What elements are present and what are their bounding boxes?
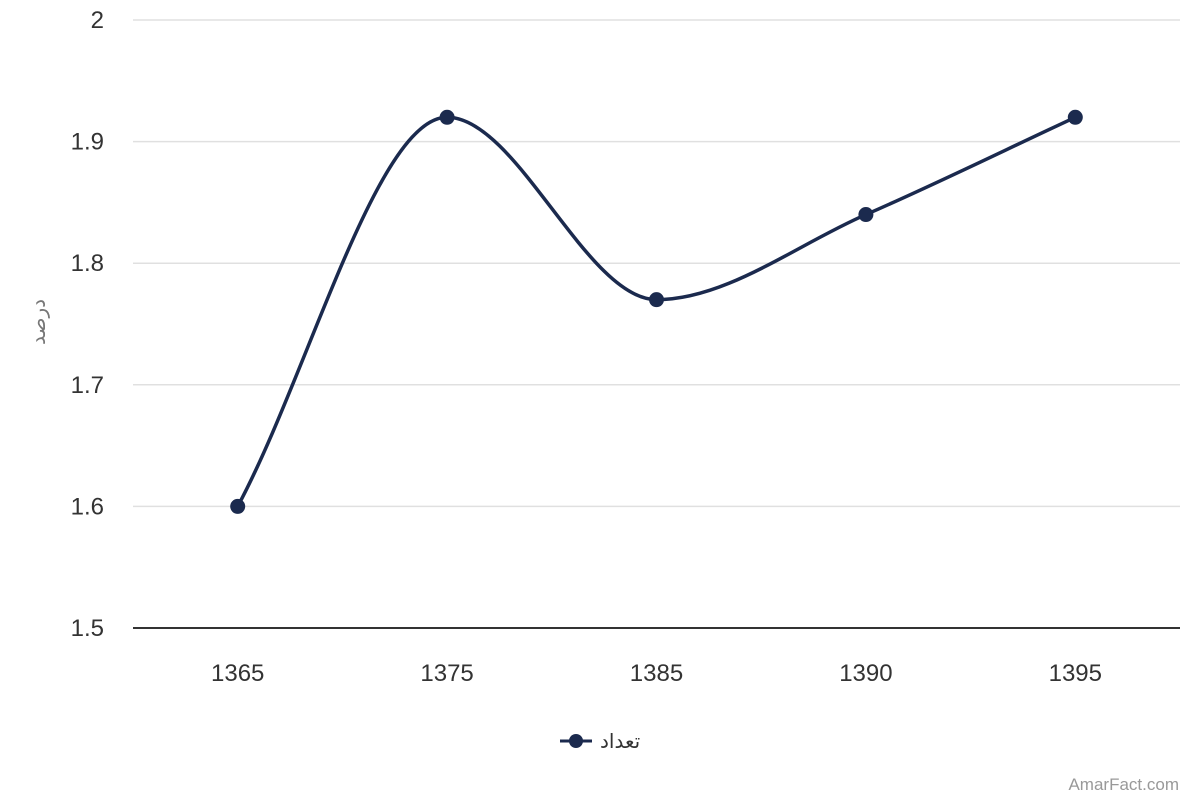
x-tick-label: 1385 [630, 660, 683, 687]
y-tick-label: 1.5 [71, 615, 104, 642]
y-tick-label: 1.8 [71, 250, 104, 277]
x-tick-label: 1375 [420, 660, 473, 687]
data-point[interactable] [649, 292, 664, 308]
y-axis-label: درصد [26, 299, 50, 345]
x-axis: 1365 1375 1385 1390 1395 [133, 627, 1180, 687]
y-tick-label: 2 [91, 7, 104, 34]
legend-marker-icon [569, 734, 583, 748]
data-point[interactable] [1067, 109, 1083, 125]
series-line [235, 115, 1078, 509]
legend[interactable]: تعداد [560, 729, 640, 753]
y-tick-label: 1.6 [71, 493, 104, 520]
legend-label: تعداد [600, 729, 640, 753]
data-point[interactable] [230, 498, 246, 514]
y-tick-label: 1.9 [71, 129, 104, 156]
x-tick-label: 1390 [839, 660, 892, 687]
x-tick-label: 1365 [211, 660, 264, 687]
y-axis: 1.5 1.6 1.7 1.8 1.9 2 [71, 7, 104, 642]
data-point[interactable] [858, 207, 874, 223]
grid-lines [133, 19, 1180, 508]
x-tick-label: 1395 [1049, 660, 1102, 687]
y-tick-label: 1.7 [71, 372, 104, 399]
series-layer [230, 109, 1083, 514]
credit-link[interactable]: AmarFact.com [1068, 775, 1179, 794]
data-point[interactable] [439, 109, 455, 125]
